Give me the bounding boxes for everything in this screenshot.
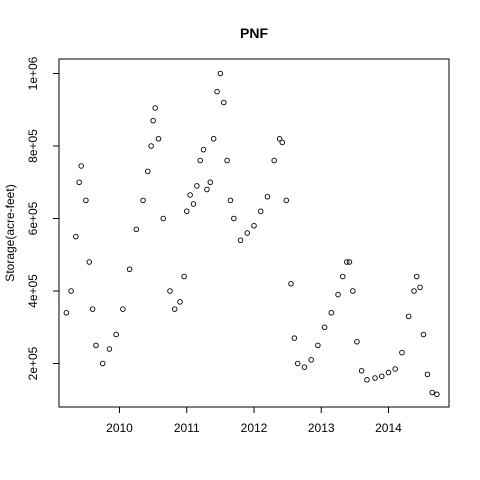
data-point (350, 288, 356, 294)
data-point (148, 143, 154, 149)
data-point (140, 197, 146, 204)
data-point (190, 201, 197, 207)
data-point (83, 197, 89, 204)
data-point (155, 135, 162, 142)
data-point (113, 331, 119, 338)
data-point (279, 139, 285, 146)
data-point (99, 360, 106, 367)
data-point (227, 197, 234, 204)
data-point (392, 366, 398, 372)
data-point (207, 179, 214, 185)
x-tick-label: 2013 (308, 421, 335, 435)
data-points (63, 70, 440, 398)
data-point (224, 157, 230, 164)
data-point (63, 310, 70, 316)
data-point (231, 215, 237, 222)
data-point (294, 360, 301, 367)
data-point (264, 193, 271, 200)
data-point (181, 273, 187, 280)
data-point (315, 342, 321, 349)
data-point (214, 88, 220, 95)
data-point (210, 135, 217, 142)
data-point (197, 157, 203, 164)
y-axis: 2e+05 4e+05 6e+05 8e+05 1e+06 (26, 56, 60, 380)
data-point (86, 259, 93, 265)
data-point (413, 273, 420, 280)
data-point (344, 259, 350, 265)
data-point (194, 183, 200, 189)
data-point (152, 105, 158, 111)
data-point (429, 389, 435, 396)
data-point (120, 306, 126, 312)
data-point (126, 266, 133, 273)
y-tick-label: 1e+06 (26, 56, 40, 90)
data-point (346, 259, 353, 265)
x-tick-label: 2012 (241, 421, 268, 435)
chart-title: PNF (240, 25, 268, 41)
data-point (340, 273, 346, 280)
data-point (301, 364, 308, 370)
data-point (321, 324, 328, 331)
data-point (257, 208, 264, 214)
data-point (283, 197, 290, 204)
data-point (160, 215, 166, 222)
data-point (385, 369, 392, 376)
data-point (150, 117, 156, 124)
data-point (358, 368, 365, 374)
data-point (276, 135, 283, 142)
data-point (204, 186, 210, 193)
y-tick-label: 8e+05 (26, 129, 40, 163)
data-point (411, 288, 417, 294)
x-tick-label: 2014 (375, 421, 402, 435)
data-point (167, 288, 173, 294)
data-point (89, 306, 96, 312)
data-point (76, 179, 82, 185)
data-point (73, 233, 79, 240)
data-point (328, 310, 335, 316)
data-point (244, 230, 251, 236)
data-point (171, 306, 178, 312)
y-axis-label: Storage(acre-feet) (3, 184, 17, 281)
x-axis: 2010 2011 2012 2013 2014 (106, 406, 402, 435)
data-point (251, 222, 257, 229)
data-point (271, 157, 277, 164)
data-point (288, 281, 294, 287)
data-point (372, 375, 378, 381)
y-tick-label: 2e+05 (26, 346, 40, 380)
data-point (200, 146, 207, 153)
data-point (354, 339, 360, 345)
data-point (184, 208, 190, 214)
data-point (217, 70, 224, 77)
y-tick-label: 4e+05 (26, 274, 40, 308)
data-point (399, 349, 405, 356)
data-point (379, 373, 385, 379)
data-point (177, 299, 183, 305)
data-point (291, 335, 298, 341)
data-point (434, 391, 440, 398)
data-point (78, 163, 84, 169)
x-tick-label: 2010 (106, 421, 133, 435)
data-point (364, 377, 370, 383)
data-point (405, 313, 412, 320)
y-tick-label: 6e+05 (26, 201, 40, 235)
data-point (420, 331, 427, 338)
data-point (187, 192, 193, 198)
data-point (237, 237, 244, 243)
data-point (308, 357, 314, 363)
data-point (220, 99, 227, 106)
data-point (424, 371, 431, 378)
data-point (106, 346, 113, 352)
data-point (68, 288, 74, 294)
data-point (417, 284, 423, 291)
plot-frame (58, 58, 450, 408)
x-tick-label: 2011 (174, 421, 200, 435)
data-point (145, 168, 151, 175)
data-point (335, 291, 341, 298)
data-point (133, 226, 140, 233)
data-point (93, 342, 99, 349)
